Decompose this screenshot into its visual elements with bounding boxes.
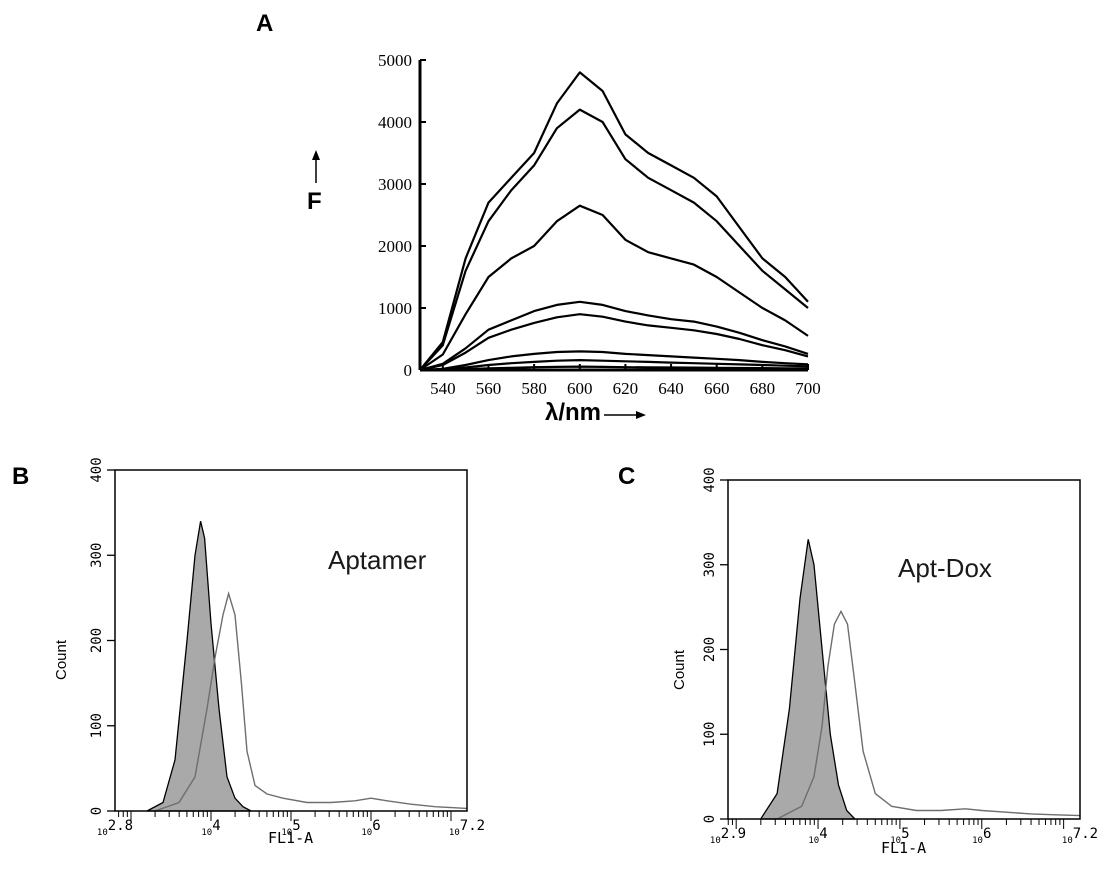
x-tick-label: 105 xyxy=(281,818,300,838)
y-tick-label: 1000 xyxy=(378,299,412,318)
histogram-c xyxy=(759,539,1081,820)
x-tick-label: 105 xyxy=(890,826,909,846)
spectrum-line-3 xyxy=(419,204,809,371)
x-tick-label: 106 xyxy=(361,818,380,838)
x-ticks-c: 102.9 104 105 106 107.2 xyxy=(710,819,1098,846)
histogram-b xyxy=(146,521,468,812)
x-tick-label: 106 xyxy=(972,826,991,846)
sample-histogram-outline xyxy=(776,609,1081,820)
x-tick-label: 680 xyxy=(750,379,776,398)
y-axis-arrow xyxy=(312,150,320,183)
y-tick-label: 3000 xyxy=(378,175,412,194)
x-tick-label: 540 xyxy=(430,379,456,398)
x-tick-label: 107.2 xyxy=(1062,826,1098,846)
x-axis-arrow xyxy=(604,411,646,419)
x-tick-label: 104 xyxy=(808,826,827,846)
x-axis-label-a: λ/nm xyxy=(545,399,601,426)
x-ticks-a: 540 560 580 600 620 640 660 680 700 xyxy=(430,364,821,398)
y-tick-label: 300 xyxy=(702,552,718,577)
control-histogram-filled xyxy=(146,521,252,812)
y-tick-label: 100 xyxy=(89,713,105,738)
x-tick-label: 107.2 xyxy=(449,818,485,838)
chart-panel-b: 0 100 200 300 400 102.8 104 105 106 107.2 Aptame… xyxy=(53,457,485,847)
chart-panel-c: 0 100 200 300 400 102.9 104 105 106 107.2 Apt-Do… xyxy=(671,467,1098,857)
panel-label-a: A xyxy=(256,10,273,37)
y-axis-label-c: Count xyxy=(671,649,688,690)
y-tick-label: 0 xyxy=(89,807,105,815)
x-tick-label: 700 xyxy=(795,379,821,398)
spectrum-line-2 xyxy=(419,108,809,371)
x-tick-label: 600 xyxy=(567,379,593,398)
y-tick-label: 5000 xyxy=(378,51,412,70)
annotation-c: Apt-Dox xyxy=(898,553,992,583)
chart-panel-a: 0 1000 2000 3000 4000 5000 540 560 580 600 620 640… xyxy=(307,51,821,426)
panel-label-b: B xyxy=(12,463,29,490)
x-axis-label-c: FL1-A xyxy=(881,839,926,857)
y-tick-label: 200 xyxy=(702,637,718,662)
spectrum-line-6 xyxy=(419,350,809,372)
sample-histogram-outline xyxy=(154,591,468,812)
spectrum-line-4 xyxy=(419,300,809,372)
x-tick-label: 580 xyxy=(521,379,547,398)
x-tick-label: 102.9 xyxy=(710,826,746,846)
x-tick-label: 640 xyxy=(658,379,684,398)
y-tick-label: 200 xyxy=(89,628,105,653)
spectra-series-group xyxy=(419,71,809,372)
x-tick-label: 660 xyxy=(704,379,730,398)
y-tick-label: 100 xyxy=(702,722,718,747)
y-ticks-b: 0 100 200 300 400 xyxy=(89,457,115,815)
y-ticks-c: 0 100 200 300 400 xyxy=(702,467,728,823)
spectrum-line-5 xyxy=(419,313,809,372)
annotation-b: Aptamer xyxy=(328,545,427,575)
y-tick-label: 4000 xyxy=(378,113,412,132)
panel-label-c: C xyxy=(618,463,635,490)
spectrum-line-7 xyxy=(419,359,809,372)
y-axis-label-a: F xyxy=(307,188,322,215)
x-tick-label: 102.8 xyxy=(97,818,133,838)
y-tick-label: 400 xyxy=(702,467,718,492)
plot-frame-b xyxy=(114,469,468,812)
y-axis-label-b: Count xyxy=(53,639,70,680)
control-histogram-filled xyxy=(759,539,857,820)
y-tick-label: 2000 xyxy=(378,237,412,256)
x-ticks-b: 102.8 104 105 106 107.2 xyxy=(97,811,485,838)
x-tick-label: 104 xyxy=(201,818,220,838)
y-ticks-a: 0 1000 2000 3000 4000 5000 xyxy=(378,51,426,380)
y-tick-label: 0 xyxy=(404,361,413,380)
x-axis-label-b: FL1-A xyxy=(268,829,313,847)
x-tick-label: 620 xyxy=(613,379,639,398)
y-tick-label: 0 xyxy=(702,815,718,823)
spectrum-line-1 xyxy=(419,71,809,371)
x-tick-label: 560 xyxy=(476,379,502,398)
y-tick-label: 300 xyxy=(89,543,105,568)
y-tick-label: 400 xyxy=(89,457,105,482)
